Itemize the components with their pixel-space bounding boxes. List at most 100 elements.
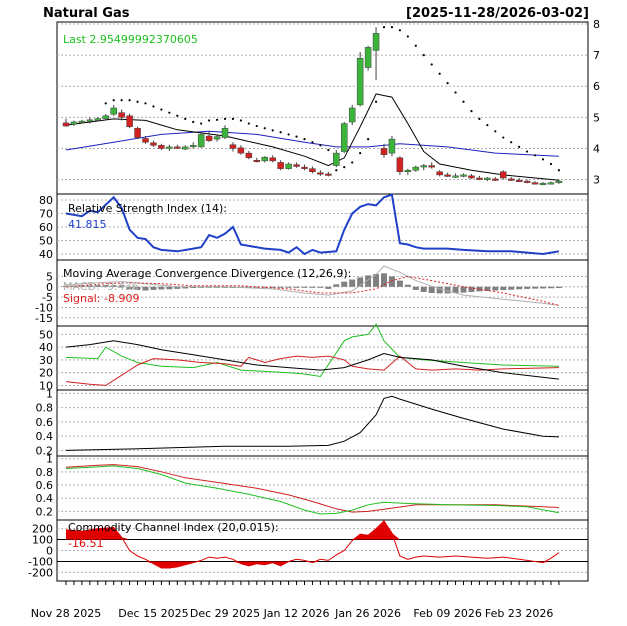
- macd-histogram-bar: [142, 286, 149, 291]
- y-tick-label: 200: [32, 523, 53, 536]
- y-tick-label: 0.6: [36, 479, 54, 492]
- macd-value-label: MACD: -9.436: [63, 280, 139, 293]
- sar-dot: [223, 117, 227, 120]
- macd-histogram-bar: [341, 281, 348, 287]
- candle-body: [197, 134, 205, 148]
- macd-histogram-bar: [126, 286, 133, 290]
- macd-histogram-bar: [70, 285, 77, 287]
- candle-body: [237, 147, 245, 154]
- candle-body: [356, 57, 364, 106]
- y-tick-label: 70: [39, 208, 53, 221]
- macd-histogram-bar: [500, 286, 507, 291]
- candle-body: [364, 47, 372, 68]
- candle-body: [253, 160, 261, 163]
- signal-value-label: Signal: -8.909: [63, 292, 139, 305]
- panel-frame: [56, 21, 589, 195]
- macd-histogram-bar: [301, 286, 308, 288]
- signal-line: [65, 275, 560, 306]
- x-tick-label: Dec 29 2025: [190, 607, 260, 620]
- sar-dot: [526, 150, 529, 153]
- candle-body: [396, 157, 404, 173]
- sar-dot: [160, 108, 163, 111]
- candle-body: [110, 107, 117, 115]
- y-tick-label: 5: [46, 270, 53, 283]
- y-tick-label: 80: [39, 194, 53, 207]
- cci-oversold-area: [66, 561, 559, 568]
- candle-body: [515, 179, 523, 182]
- macd-histogram-bar: [333, 284, 340, 287]
- sar-dot: [462, 100, 465, 103]
- macd-histogram-bar: [102, 285, 109, 287]
- candle-body: [221, 127, 229, 138]
- candle-body: [325, 173, 332, 176]
- y-tick-label: 0.8: [36, 402, 54, 415]
- candle-body: [174, 146, 181, 149]
- y-tick-label: 4: [593, 142, 600, 155]
- macd-histogram-bar: [269, 286, 276, 288]
- y-tick-label: 8: [593, 18, 600, 31]
- sar-dot: [541, 158, 545, 161]
- cci-overbought-area: [66, 520, 559, 540]
- y-tick-label: 1: [46, 453, 53, 466]
- sar-dot: [359, 152, 362, 155]
- candle-body: [333, 152, 340, 166]
- macd-histogram-bar: [174, 286, 181, 289]
- sar-dot: [494, 130, 497, 133]
- y-tick-label: 10: [39, 379, 53, 392]
- sar-dot: [200, 122, 203, 125]
- x-tick-label: Jan 26 2026: [334, 607, 401, 620]
- macd-histogram-bar: [524, 286, 531, 289]
- candle-body: [229, 144, 237, 149]
- x-tick-label: Feb 23 2026: [485, 607, 553, 620]
- candle-body: [94, 118, 102, 121]
- x-tick-label: Dec 15 2025: [118, 607, 188, 620]
- sar-dot: [414, 44, 417, 47]
- y-tick-label: 0.4: [36, 492, 54, 505]
- sar-dot: [120, 99, 123, 102]
- sar-dot: [549, 162, 553, 166]
- macd-histogram-bar: [253, 286, 260, 288]
- macd-histogram-bar: [182, 286, 189, 289]
- candle-body: [531, 182, 539, 185]
- candle-body: [150, 142, 157, 146]
- y-tick-label: 0.2: [36, 444, 54, 457]
- x-tick-label: Nov 28 2025: [31, 607, 101, 620]
- sar-dot: [128, 99, 131, 102]
- macd-histogram-bar: [285, 286, 292, 288]
- candle-body: [142, 138, 149, 143]
- candle-body: [205, 135, 213, 141]
- sar-dot: [422, 54, 425, 57]
- macd-histogram-bar: [547, 286, 554, 289]
- y-tick-label: 7: [593, 49, 600, 62]
- sar-dot: [208, 119, 211, 122]
- macd-histogram-bar: [158, 286, 165, 290]
- sar-dot: [557, 169, 561, 172]
- macd-histogram-bar: [508, 286, 515, 290]
- candle-body: [468, 175, 475, 179]
- y-tick-label: 1: [46, 387, 53, 400]
- sar-dot: [438, 72, 441, 75]
- candle-body: [261, 156, 268, 162]
- sar-dot: [398, 29, 401, 32]
- y-tick-label: 5: [593, 111, 600, 124]
- sar-dot: [263, 127, 266, 130]
- y-tick-label: 0: [46, 545, 53, 558]
- candle-body: [293, 164, 300, 167]
- candle-body: [341, 123, 348, 152]
- macd-histogram-bar: [373, 273, 380, 287]
- candle-body: [380, 148, 388, 155]
- candle-body: [372, 33, 380, 51]
- y-tick-label: -15: [35, 312, 53, 325]
- chart-title: Natural Gas: [43, 6, 130, 21]
- rsi-value-label: 41.815: [68, 218, 107, 231]
- y-tick-label: 20: [39, 367, 53, 380]
- macd-histogram-bar: [118, 285, 125, 287]
- candle-body: [539, 183, 547, 186]
- sar-dot: [311, 141, 314, 144]
- sma-short-line: [65, 93, 559, 181]
- candle-body: [118, 112, 125, 118]
- sar-dot: [104, 102, 107, 105]
- sar-dot: [279, 131, 282, 134]
- panel-frame: [56, 455, 589, 521]
- candle-body: [86, 119, 94, 122]
